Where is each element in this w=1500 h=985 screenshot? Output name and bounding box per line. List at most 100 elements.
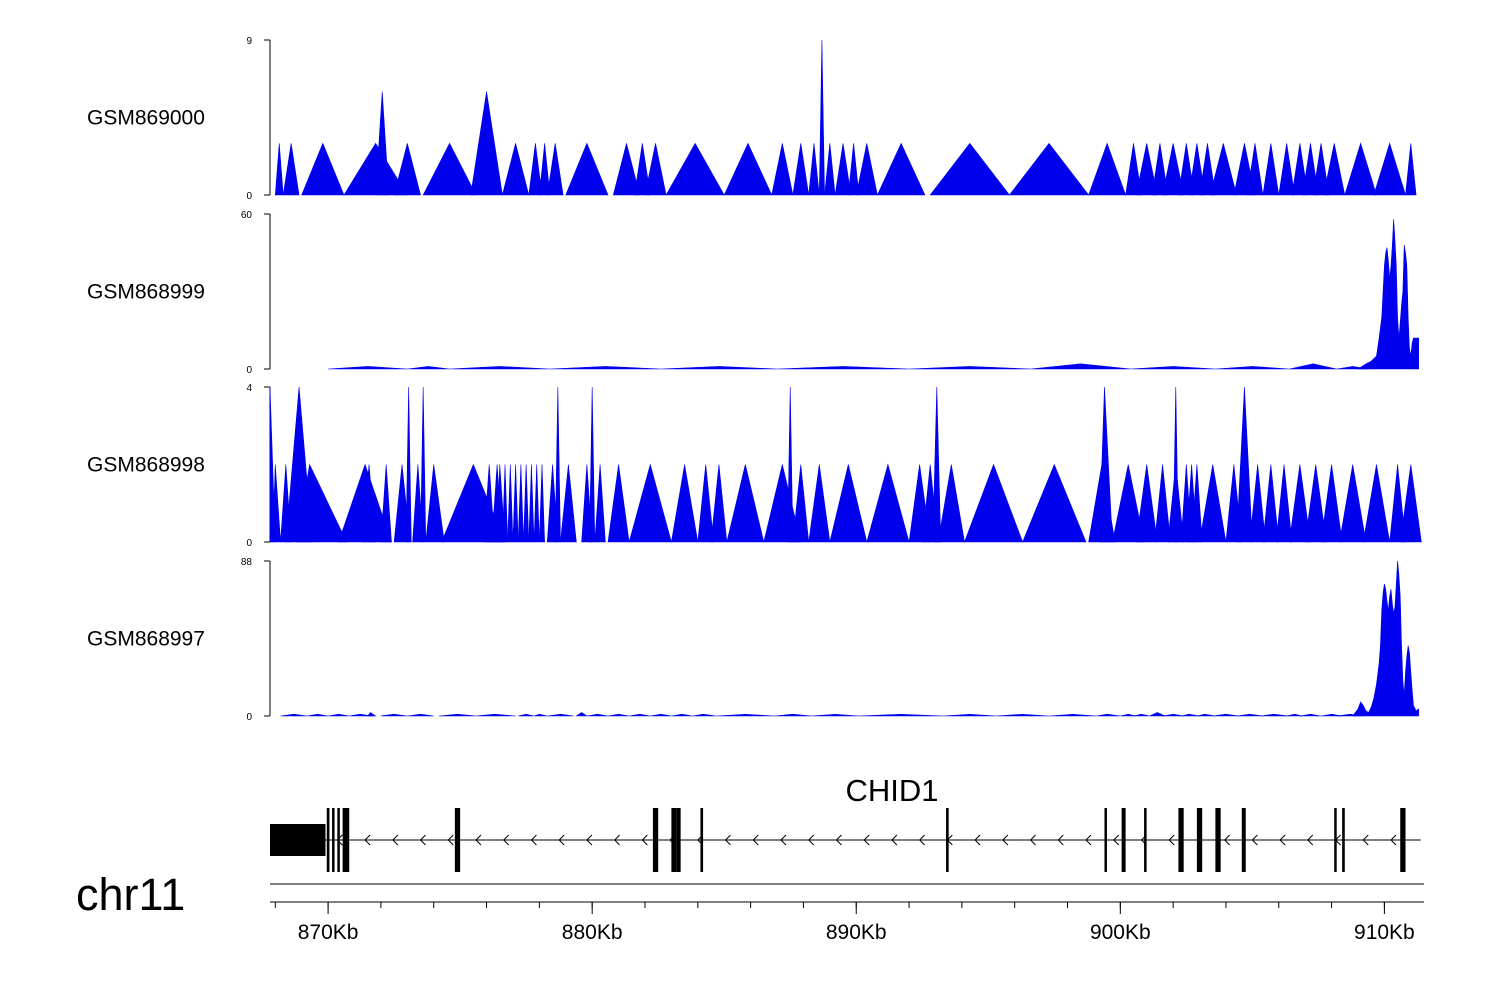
- gene-exon: [1144, 808, 1147, 872]
- coverage-peak: [932, 386, 942, 543]
- gene-exon: [337, 808, 340, 872]
- x-tick-label: 900Kb: [1090, 921, 1151, 944]
- coverage-peak: [1362, 464, 1391, 543]
- gene-exon: [326, 808, 330, 872]
- coverage-peak: [575, 712, 588, 717]
- coverage-peak: [380, 713, 408, 717]
- coverage-peak: [1196, 713, 1216, 717]
- coverage-peak: [475, 713, 516, 717]
- gene-utr-block: [270, 824, 326, 856]
- strand-arrow: [1085, 834, 1092, 846]
- coverage-peak: [1172, 386, 1179, 543]
- coverage-peak: [470, 91, 503, 196]
- coverage-peak: [407, 366, 450, 370]
- gene-exon: [1178, 808, 1184, 872]
- strand-arrow: [475, 834, 482, 846]
- coverage-peak: [501, 143, 530, 196]
- coverage-peak: [282, 143, 300, 196]
- gene-exon: [1400, 808, 1406, 872]
- coverage-tracks: GSM86900090GSM868999600GSM86899840GSM868…: [87, 36, 1422, 723]
- coverage-peak: [565, 142, 609, 196]
- x-tick-label: 890Kb: [826, 921, 887, 944]
- coverage-peak: [1135, 143, 1158, 196]
- coverage-peak: [1125, 143, 1142, 196]
- gene-exon: [652, 808, 659, 872]
- coverage-peak: [1030, 363, 1131, 370]
- strand-arrow: [891, 834, 898, 846]
- coverage-peak: [792, 143, 810, 196]
- coverage-peak: [1236, 713, 1263, 717]
- coverage-peak: [1154, 464, 1171, 543]
- strand-arrow: [1390, 834, 1397, 846]
- strand-arrow: [918, 834, 925, 846]
- coverage-peak: [1133, 713, 1150, 717]
- coverage-peak: [589, 386, 596, 543]
- y-tick-label: 60: [241, 210, 253, 221]
- coverage-peak: [280, 713, 308, 717]
- strand-arrow: [1307, 834, 1314, 846]
- coverage-peak: [929, 142, 1011, 196]
- gene-exon: [1342, 808, 1345, 872]
- strand-arrow: [613, 834, 620, 846]
- coverage-peak: [1304, 464, 1327, 543]
- gene-exon: [671, 808, 677, 872]
- coverage-peak: [1212, 713, 1240, 717]
- coverage-peak: [1312, 143, 1330, 196]
- coverage-peak: [808, 464, 831, 543]
- coverage-peak: [412, 464, 424, 543]
- coverage-peak: [1323, 143, 1346, 196]
- coverage-peak: [1286, 713, 1303, 717]
- coverage-peak: [671, 713, 693, 717]
- coverage-peak: [792, 464, 810, 543]
- y-tick-label: 0: [246, 365, 252, 376]
- coverage-peak: [1112, 464, 1145, 543]
- strand-arrow: [752, 834, 759, 846]
- gene-exon: [454, 808, 461, 872]
- coverage-peak: [1373, 142, 1406, 196]
- strand-arrow: [419, 834, 426, 846]
- coverage-peak: [1299, 713, 1322, 717]
- track-label: GSM868998: [87, 454, 205, 477]
- coverage-peak: [507, 464, 514, 543]
- gene-exon: [700, 808, 704, 872]
- coverage-peak: [855, 143, 878, 196]
- coverage-peak: [539, 464, 545, 543]
- strand-arrow: [502, 834, 510, 846]
- coverage-peak: [449, 366, 550, 370]
- strand-arrow: [974, 834, 981, 846]
- track-label: GSM868999: [87, 281, 205, 304]
- strand-arrow: [1223, 834, 1230, 846]
- strand-arrow: [1057, 834, 1064, 846]
- coverage-peak: [1262, 143, 1280, 196]
- gene-exon: [946, 808, 949, 872]
- coverage-peak: [328, 713, 350, 717]
- coverage-peak: [594, 464, 606, 543]
- gene-name-label: CHID1: [845, 773, 938, 808]
- coverage-peak: [1022, 463, 1087, 543]
- coverage-peak: [824, 143, 836, 196]
- coverage-peak: [1246, 143, 1264, 196]
- coverage-peak: [1288, 464, 1311, 543]
- coverage-peak: [834, 143, 852, 196]
- coverage-peak: [866, 463, 910, 543]
- genomic-axis: chr11 870Kb 880Kb 890Kb 900Kb 910Kb: [76, 869, 1424, 944]
- coverage-peak: [483, 464, 495, 543]
- coverage-peak: [586, 713, 609, 717]
- coverage-peak: [692, 713, 717, 717]
- gene-exon: [1241, 808, 1246, 872]
- coverage-peak: [512, 464, 519, 543]
- coverage-peak: [607, 713, 630, 717]
- coverage-peak: [1191, 464, 1203, 543]
- track-GSM868997: GSM868997 88 0: [87, 557, 1420, 723]
- track-GSM868998: GSM868998 4 0: [87, 383, 1422, 549]
- y-tick-label: 4: [246, 383, 252, 394]
- track-label: GSM869000: [87, 107, 205, 130]
- coverage-peak: [1209, 143, 1237, 196]
- coverage-peak: [612, 143, 641, 196]
- coverage-peak: [909, 366, 1031, 370]
- coverage-peak: [660, 366, 778, 370]
- coverage-peak: [808, 143, 820, 196]
- coverage-peak: [560, 464, 577, 543]
- coverage-peak: [502, 464, 508, 543]
